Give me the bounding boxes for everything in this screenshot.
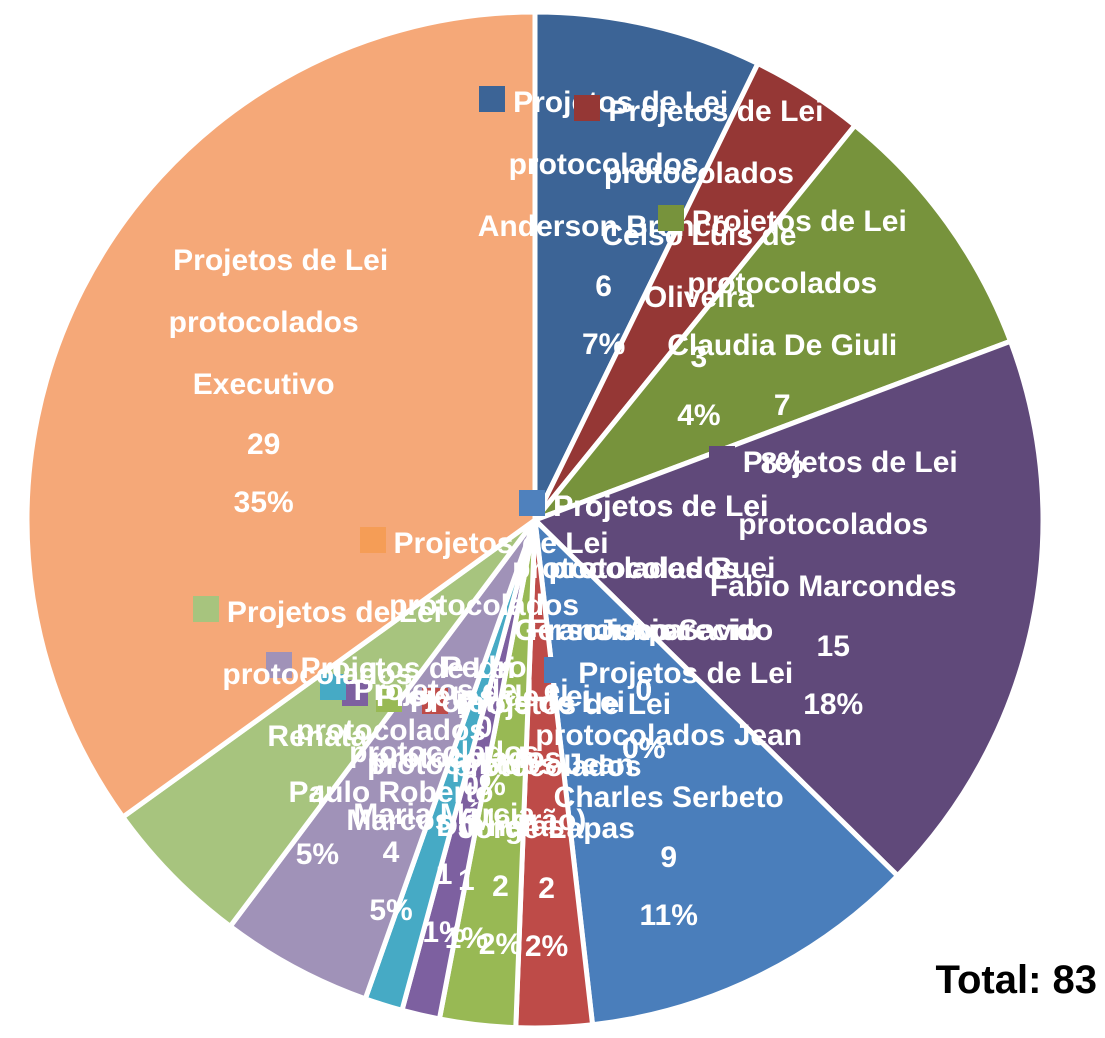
legend-key (139, 244, 166, 271)
data-label: Projetos de Lei protocolados Maria Márci… (309, 660, 579, 962)
percent-label: 0% (622, 731, 666, 765)
pie-slice (530, 338, 1046, 880)
value-label: 9 (660, 840, 678, 874)
percent-label: 1% (422, 915, 466, 949)
legend-key (319, 673, 346, 700)
category-label: Projetos de Lei protocolados Anderson Br… (477, 86, 730, 244)
data-label: Projetos de Lei protocolados Jean Charle… (534, 643, 804, 945)
data-label: Projetos de Lei protocolados Paulo Rober… (256, 638, 526, 940)
legend-key (375, 685, 402, 712)
category-label: Projetos de Lei protocolados Pedro (389, 526, 609, 684)
percent-label: 7% (581, 328, 626, 362)
value-label: 1 (458, 863, 475, 897)
data-label: Projetos de Lei protocolados Anderson Br… (469, 72, 739, 374)
value-label: 7 (773, 388, 791, 422)
percent-label: 1% (444, 921, 489, 955)
data-label: Projetos de Lei protocolados Executivo 29… (129, 230, 399, 532)
category-label: Projetos de Lei protocolados Paulo Rober… (288, 651, 516, 809)
data-label: Projetos de Lei protocolados Renata 4 5% (182, 582, 452, 884)
data-label: Projetos de Lei protocolados Ruei Junior… (509, 476, 779, 778)
data-label: Projetos de Lei protocolados Fabio Marco… (698, 432, 968, 734)
percent-label: 2% (524, 929, 569, 963)
legend-key (544, 656, 571, 683)
value-label: 4 (382, 835, 400, 869)
legend-key (266, 651, 293, 678)
percent-label: 5% (295, 838, 340, 872)
percent-label: 8% (760, 446, 804, 480)
category-label: Projetos de Lei protocolados Gerson Apar… (514, 489, 774, 647)
pie-slice (226, 518, 538, 1002)
data-label: Projetos de Lei protocolados Jorge Lapas… (412, 674, 682, 976)
category-label: Projetos de Lei protocolados Fabio Marco… (709, 445, 958, 603)
value-label: 1 (435, 857, 453, 891)
percent-label: 4% (677, 399, 721, 433)
category-label: Projetos de Lei protocolados Ruei Junior (512, 489, 776, 647)
legend-key (519, 489, 546, 516)
pie-slice (527, 121, 1014, 526)
value-label: 15 (816, 629, 850, 663)
percent-label: 2% (478, 927, 523, 961)
category-label: Projetos de Lei protocolados Claudia De … (667, 204, 907, 362)
category-label: Projetos de Lei protocolados Marcos (Mag… (346, 679, 591, 837)
percent-label: 11% (639, 898, 698, 932)
value-label: 0 (635, 673, 653, 707)
legend-key (341, 679, 368, 706)
category-label: Projetos de Lei protocolados Celso Luis … (601, 95, 824, 315)
percent-label: 0% (462, 768, 506, 802)
pie-slice (532, 9, 762, 522)
pie-slice (119, 517, 538, 930)
value-label: 0 (635, 673, 653, 707)
value-label: 4 (309, 780, 326, 814)
category-label: Projetos de Lei protocolados Jorge Lapas (451, 687, 672, 845)
percent-label: 0% (622, 731, 666, 765)
pie-slice (24, 9, 538, 821)
value-label: 0 (475, 710, 493, 744)
category-label: Projetos de Lei protocolados Maria Márci… (349, 673, 569, 831)
legend-key (657, 204, 684, 231)
percent-label: 0% (622, 731, 666, 765)
pie-slice (531, 513, 902, 1028)
data-label: Projetos de Lei protocolados Pedro 0 0% (349, 513, 619, 815)
data-label: Projetos de Lei protocolados Jean Dornel… (365, 672, 635, 974)
value-label: 0 (635, 673, 653, 707)
legend-key (479, 86, 506, 113)
category-label: Projetos de Lei protocolados Executivo (168, 244, 389, 402)
value-label: 2 (538, 871, 555, 905)
legend-key (574, 95, 601, 122)
legend-key (192, 596, 219, 623)
data-label: Projetos de Lei protocolados Marcos (Mag… (331, 666, 601, 968)
total-annotation: Total: 83 (935, 958, 1097, 1002)
data-label: Projetos de Lei protocolados Claudia De … (647, 191, 917, 493)
value-label: 6 (595, 270, 612, 304)
legend-key (422, 687, 448, 714)
category-label: Projetos de Lei protocolados Jean Dornel… (367, 685, 634, 843)
percent-label: 18% (803, 687, 864, 721)
percent-label: 35% (233, 486, 294, 520)
category-label: Projetos de Lei protocolados Renata (222, 596, 442, 754)
legend-key (359, 526, 386, 553)
value-label: 3 (690, 341, 708, 375)
value-label: 29 (246, 428, 281, 462)
data-label: Projetos de Lei protocolados Celso Luis … (564, 81, 834, 445)
percent-label: 5% (369, 893, 413, 927)
legend-key (708, 445, 735, 472)
category-label: Projetos de Lei protocolados Francisco S… (528, 489, 769, 647)
category-label: Projetos de Lei protocolados Jean Charle… (535, 656, 803, 814)
value-label: 2 (492, 869, 509, 903)
